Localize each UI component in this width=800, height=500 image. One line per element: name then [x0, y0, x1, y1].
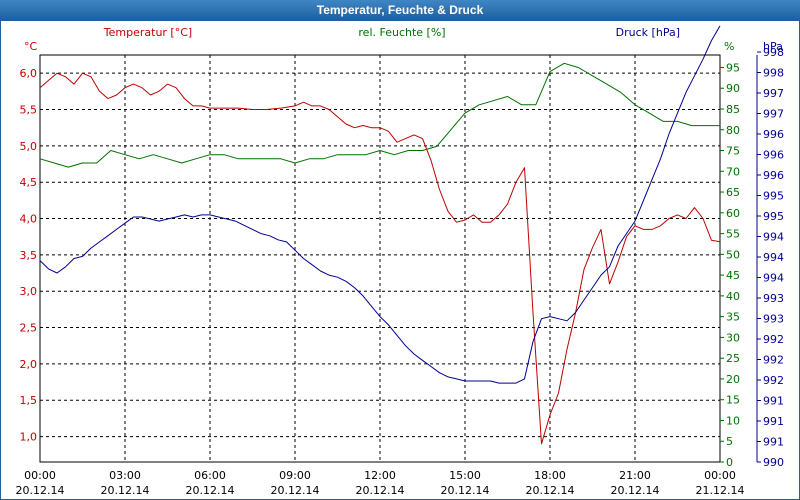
window-title: Temperatur, Feuchte & Druck: [0, 0, 800, 20]
x-tick-time: 12:00: [364, 469, 396, 482]
temperature-tick-label: 1,0: [20, 431, 38, 444]
x-tick-date: 21.12.14: [696, 484, 745, 497]
x-tick-date: 20.12.14: [271, 484, 320, 497]
temperature-unit-label: °C: [24, 40, 38, 53]
pressure-tick-label: 994: [763, 251, 784, 264]
humidity-tick-label: 55: [726, 228, 740, 241]
humidity-tick-label: 5: [726, 435, 733, 448]
humidity-tick-label: 50: [726, 248, 740, 261]
pressure-tick-label: 992: [763, 374, 784, 387]
pressure-tick-label: 997: [763, 108, 784, 121]
humidity-tick-label: 85: [726, 103, 740, 116]
pressure-tick-label: 998: [763, 67, 784, 80]
x-tick-time: 21:00: [619, 469, 651, 482]
x-tick-time: 18:00: [534, 469, 566, 482]
temperature-tick-label: 4,0: [20, 213, 38, 226]
pressure-tick-label: 994: [763, 231, 784, 244]
pressure-tick-label: 991: [763, 436, 784, 449]
pressure-tick-label: 991: [763, 395, 784, 408]
pressure-tick-label: 995: [763, 210, 784, 223]
humidity-tick-label: 20: [726, 373, 740, 386]
pressure-tick-label: 996: [763, 149, 784, 162]
legend-pressure: Druck [hPa]: [616, 26, 680, 39]
pressure-tick-label: 990: [763, 456, 784, 469]
pressure-tick-label: 994: [763, 272, 784, 285]
pressure-tick-label: 997: [763, 87, 784, 100]
x-tick-time: 00:00: [704, 469, 736, 482]
pressure-unit-label: hPa: [763, 40, 783, 53]
pressure-tick-label: 996: [763, 128, 784, 141]
humidity-tick-label: 30: [726, 331, 740, 344]
pressure-series-line: [39, 25, 721, 384]
humidity-tick-label: 70: [726, 165, 740, 178]
humidity-tick-label: 40: [726, 290, 740, 303]
humidity-unit-label: %: [724, 40, 734, 53]
legend-temperature: Temperatur [°C]: [103, 26, 192, 39]
humidity-tick-label: 15: [726, 394, 740, 407]
x-tick-date: 20.12.14: [611, 484, 660, 497]
pressure-tick-label: 993: [763, 292, 784, 305]
temperature-tick-label: 4,5: [20, 176, 38, 189]
humidity-tick-label: 90: [726, 82, 740, 95]
x-tick-time: 03:00: [109, 469, 141, 482]
temperature-tick-label: 1,5: [20, 394, 38, 407]
pressure-tick-label: 991: [763, 415, 784, 428]
temperature-series-line: [39, 72, 721, 445]
x-tick-date: 20.12.14: [356, 484, 405, 497]
x-tick-time: 00:00: [24, 469, 56, 482]
x-tick-date: 20.12.14: [101, 484, 150, 497]
pressure-tick-label: 993: [763, 313, 784, 326]
temperature-tick-label: 5,5: [20, 104, 38, 117]
x-tick-time: 15:00: [449, 469, 481, 482]
x-tick-date: 20.12.14: [526, 484, 575, 497]
temperature-tick-label: 5,0: [20, 140, 38, 153]
temperature-tick-label: 3,5: [20, 249, 38, 262]
pressure-tick-label: 998: [763, 46, 784, 59]
pressure-tick-label: 995: [763, 190, 784, 203]
pressure-tick-label: 992: [763, 333, 784, 346]
humidity-tick-label: 35: [726, 311, 740, 324]
temperature-tick-label: 2,0: [20, 358, 38, 371]
pressure-tick-label: 996: [763, 169, 784, 182]
pressure-tick-label: 992: [763, 354, 784, 367]
temperature-tick-label: 3,0: [20, 285, 38, 298]
humidity-tick-label: 95: [726, 61, 740, 74]
x-tick-date: 20.12.14: [16, 484, 65, 497]
humidity-tick-label: 75: [726, 145, 740, 158]
humidity-tick-label: 80: [726, 124, 740, 137]
humidity-tick-label: 45: [726, 269, 740, 282]
humidity-series-line: [39, 62, 720, 168]
x-tick-time: 06:00: [194, 469, 226, 482]
temperature-tick-label: 2,5: [20, 322, 38, 335]
humidity-tick-label: 60: [726, 207, 740, 220]
x-tick-date: 20.12.14: [186, 484, 235, 497]
humidity-tick-label: 10: [726, 414, 740, 427]
x-tick-date: 20.12.14: [441, 484, 490, 497]
temperature-tick-label: 6,0: [20, 67, 38, 80]
humidity-tick-label: 65: [726, 186, 740, 199]
humidity-tick-label: 25: [726, 352, 740, 365]
humidity-tick-label: 0: [726, 456, 733, 469]
legend-humidity: rel. Feuchte [%]: [358, 26, 445, 39]
x-tick-time: 09:00: [279, 469, 311, 482]
